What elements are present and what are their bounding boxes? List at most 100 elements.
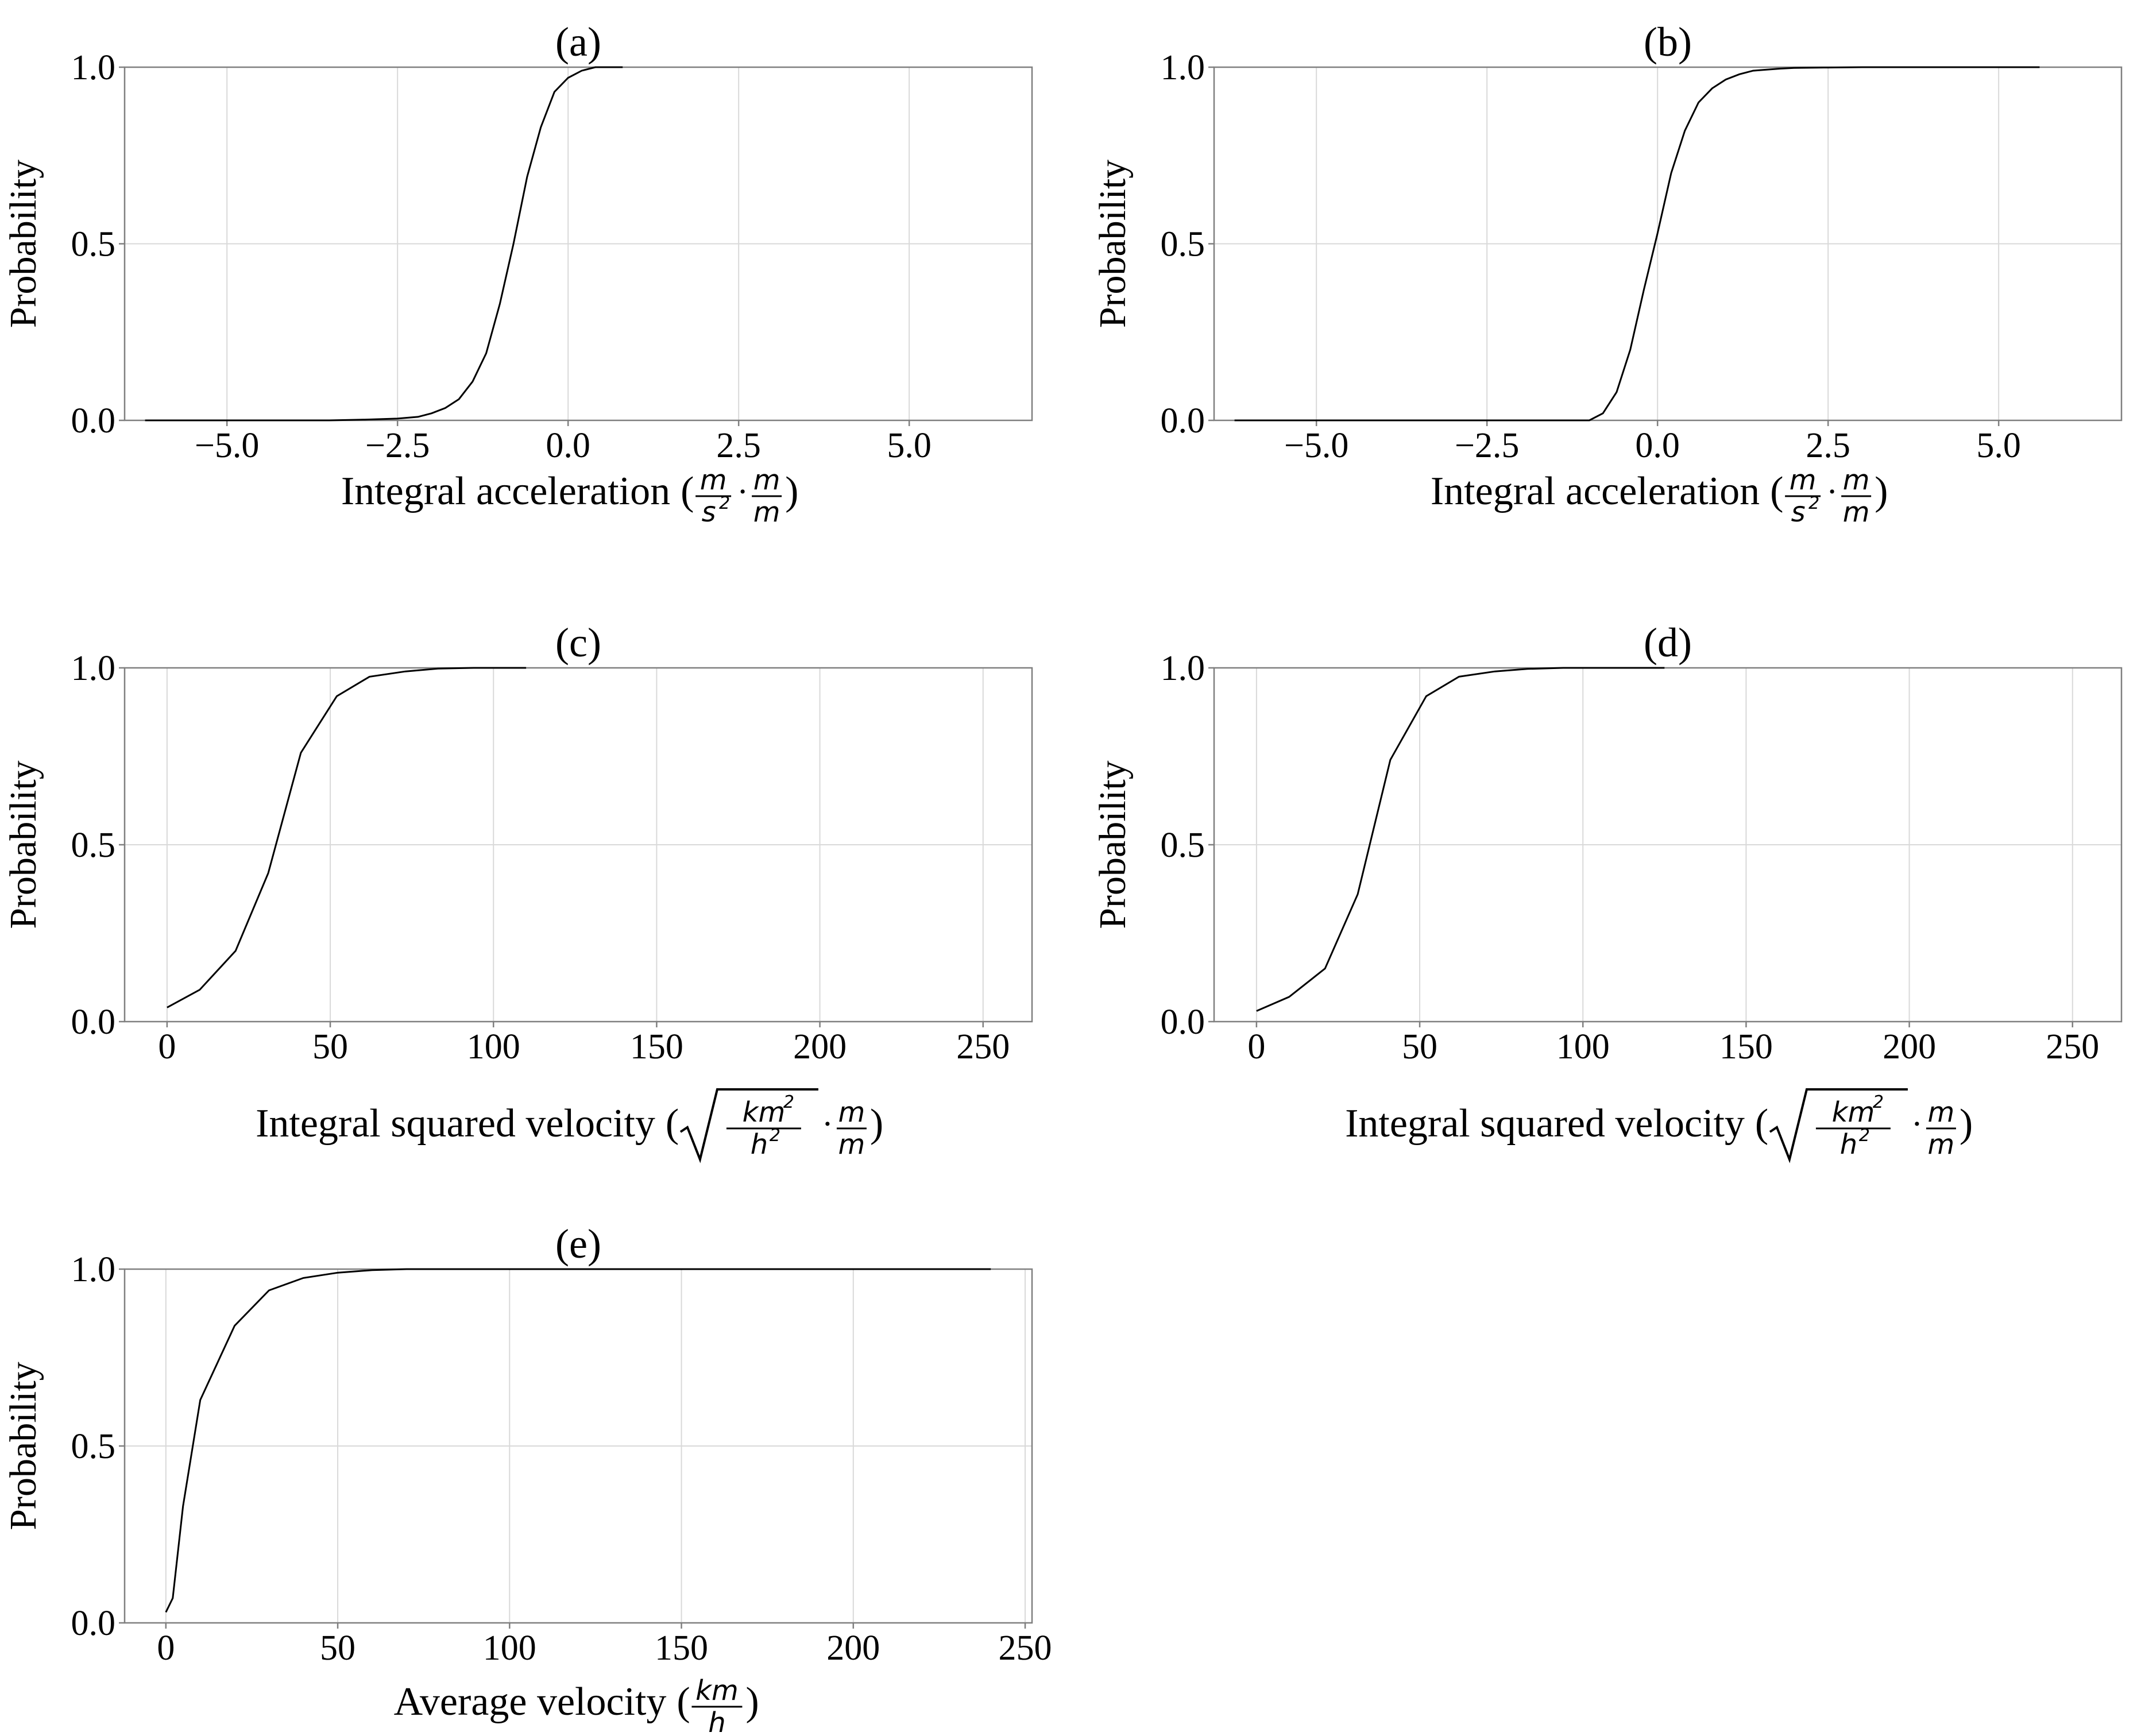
y-tick-label: 1.0 — [1161, 48, 1205, 87]
paren-open: ( — [666, 1101, 679, 1146]
x-tick-label: 50 — [312, 1027, 348, 1066]
x-axis-label-text: Integral squared velocity — [256, 1101, 655, 1146]
paren-close: ) — [870, 1101, 883, 1146]
paren-open: ( — [681, 469, 694, 513]
unit-numerator: km — [695, 1675, 739, 1707]
panel-title: (a) — [555, 19, 601, 65]
x-tick-label: 50 — [1402, 1027, 1437, 1066]
paren-close: ) — [1875, 469, 1888, 513]
y-axis-label: Probability — [2, 760, 44, 929]
unit-numerator: m — [1790, 464, 1817, 496]
unit-dot: · — [1826, 473, 1838, 511]
y-tick-label: 0.5 — [71, 826, 116, 865]
x-axis-unit: (ms 2 · mm) — [1770, 464, 1888, 528]
unit-denominator: h — [751, 1128, 768, 1161]
y-tick-label: 0.0 — [71, 1604, 116, 1643]
cdf-line — [167, 667, 527, 1008]
paren-close: ) — [745, 1680, 759, 1724]
y-tick-label: 1.0 — [71, 649, 116, 688]
unit-denominator: m — [838, 1128, 865, 1161]
chart-panel-e: 0 50 100 150 200 250 0.0 0.5 1.0 (e) Probability Av… — [2, 1221, 1052, 1736]
x-tick-label: −5.0 — [1284, 426, 1348, 465]
unit-denominator-exponent: 2 — [1859, 1126, 1870, 1146]
x-tick-label: 0 — [158, 1027, 176, 1066]
unit-numerator: m — [1928, 1096, 1955, 1128]
x-tick-label: 0.0 — [546, 426, 590, 465]
sqrt-icon — [679, 1088, 818, 1163]
unit-numerator: m — [700, 464, 727, 496]
unit-denominator: h — [708, 1707, 725, 1736]
x-tick-label: 250 — [2046, 1027, 2099, 1066]
x-tick-label: 200 — [793, 1027, 847, 1066]
unit-denominator: m — [1928, 1128, 1955, 1161]
x-axis-unit: (kmh) — [677, 1675, 759, 1736]
y-axis-label: Probability — [2, 160, 44, 328]
panel-title: (b) — [1644, 19, 1692, 65]
x-tick-label: 50 — [320, 1629, 355, 1668]
unit-dot: · — [822, 1105, 833, 1143]
unit-numerator: km — [1832, 1096, 1875, 1128]
cdf-line — [1234, 66, 2040, 422]
panel-title: (c) — [555, 620, 601, 666]
y-tick-label: 0.0 — [71, 401, 116, 440]
x-tick-label: 100 — [467, 1027, 520, 1066]
y-tick-label: 1.0 — [71, 48, 116, 87]
paren-open: ( — [1770, 469, 1783, 513]
y-tick-label: 0.5 — [71, 1427, 116, 1466]
unit-numerator: m — [1843, 464, 1870, 496]
sqrt-icon — [1769, 1088, 1908, 1163]
cdf-line — [1256, 667, 1665, 1012]
unit-denominator: h — [1840, 1128, 1857, 1161]
x-axis-label: Average velocity(kmh) — [394, 1675, 759, 1736]
x-tick-label: 250 — [999, 1629, 1052, 1668]
cdf-line — [145, 66, 623, 422]
chart-panel-c: 0 50 100 150 200 250 0.0 0.5 1.0 (c) Probability In… — [2, 620, 1033, 1163]
y-axis-label: Probability — [2, 1362, 44, 1530]
chart-panel-a: −5.0 −2.5 0.0 2.5 5.0 0.0 0.5 1.0 (a) Probability… — [2, 19, 1033, 528]
x-tick-label: 150 — [655, 1629, 708, 1668]
x-tick-label: 2.5 — [716, 426, 761, 465]
unit-numerator-exponent: 2 — [783, 1092, 794, 1112]
x-tick-label: 0 — [157, 1629, 175, 1668]
unit-denominator: m — [753, 496, 780, 528]
x-tick-label: −5.0 — [195, 426, 259, 465]
unit-dot: · — [1911, 1105, 1923, 1143]
unit-numerator: km — [743, 1096, 786, 1128]
chart-panel-d: 0 50 100 150 200 250 0.0 0.5 1.0 (d) Probability In… — [1092, 620, 2123, 1163]
x-tick-label: 2.5 — [1806, 426, 1850, 465]
paren-close: ) — [1960, 1101, 1973, 1146]
x-tick-label: 5.0 — [887, 426, 932, 465]
x-axis-label-text: Integral squared velocity — [1345, 1101, 1745, 1146]
unit-denominator: m — [1843, 496, 1870, 528]
x-tick-label: 200 — [1883, 1027, 1936, 1066]
x-tick-label: 150 — [630, 1027, 683, 1066]
chart-panel-b: −5.0 −2.5 0.0 2.5 5.0 0.0 0.5 1.0 (b) Probability… — [1092, 19, 2123, 528]
y-tick-label: 0.5 — [1161, 225, 1205, 264]
x-axis-label-text: Average velocity — [394, 1680, 667, 1724]
unit-denominator: s — [702, 496, 716, 528]
x-tick-label: 0.0 — [1635, 426, 1680, 465]
y-axis-label: Probability — [1092, 160, 1134, 328]
x-tick-label: −2.5 — [1455, 426, 1519, 465]
x-tick-label: 150 — [1719, 1027, 1773, 1066]
y-tick-label: 0.5 — [71, 225, 116, 264]
x-tick-label: 100 — [483, 1629, 536, 1668]
x-axis-label-text: Integral acceleration — [1431, 469, 1760, 513]
cdf-line — [165, 1268, 991, 1613]
x-tick-label: 250 — [956, 1027, 1010, 1066]
unit-denominator-exponent: 2 — [719, 493, 730, 513]
x-axis-unit: (ms 2 · mm) — [681, 464, 798, 528]
x-tick-label: 0 — [1247, 1027, 1265, 1066]
panel-title: (e) — [555, 1221, 601, 1267]
unit-numerator: m — [753, 464, 780, 496]
x-tick-label: −2.5 — [365, 426, 430, 465]
x-axis-label: Integral acceleration(ms 2 · mm) — [341, 464, 799, 528]
panel-title: (d) — [1644, 620, 1692, 666]
unit-denominator-exponent: 2 — [1808, 493, 1819, 513]
x-tick-label: 5.0 — [1976, 426, 2021, 465]
paren-close: ) — [785, 469, 798, 513]
